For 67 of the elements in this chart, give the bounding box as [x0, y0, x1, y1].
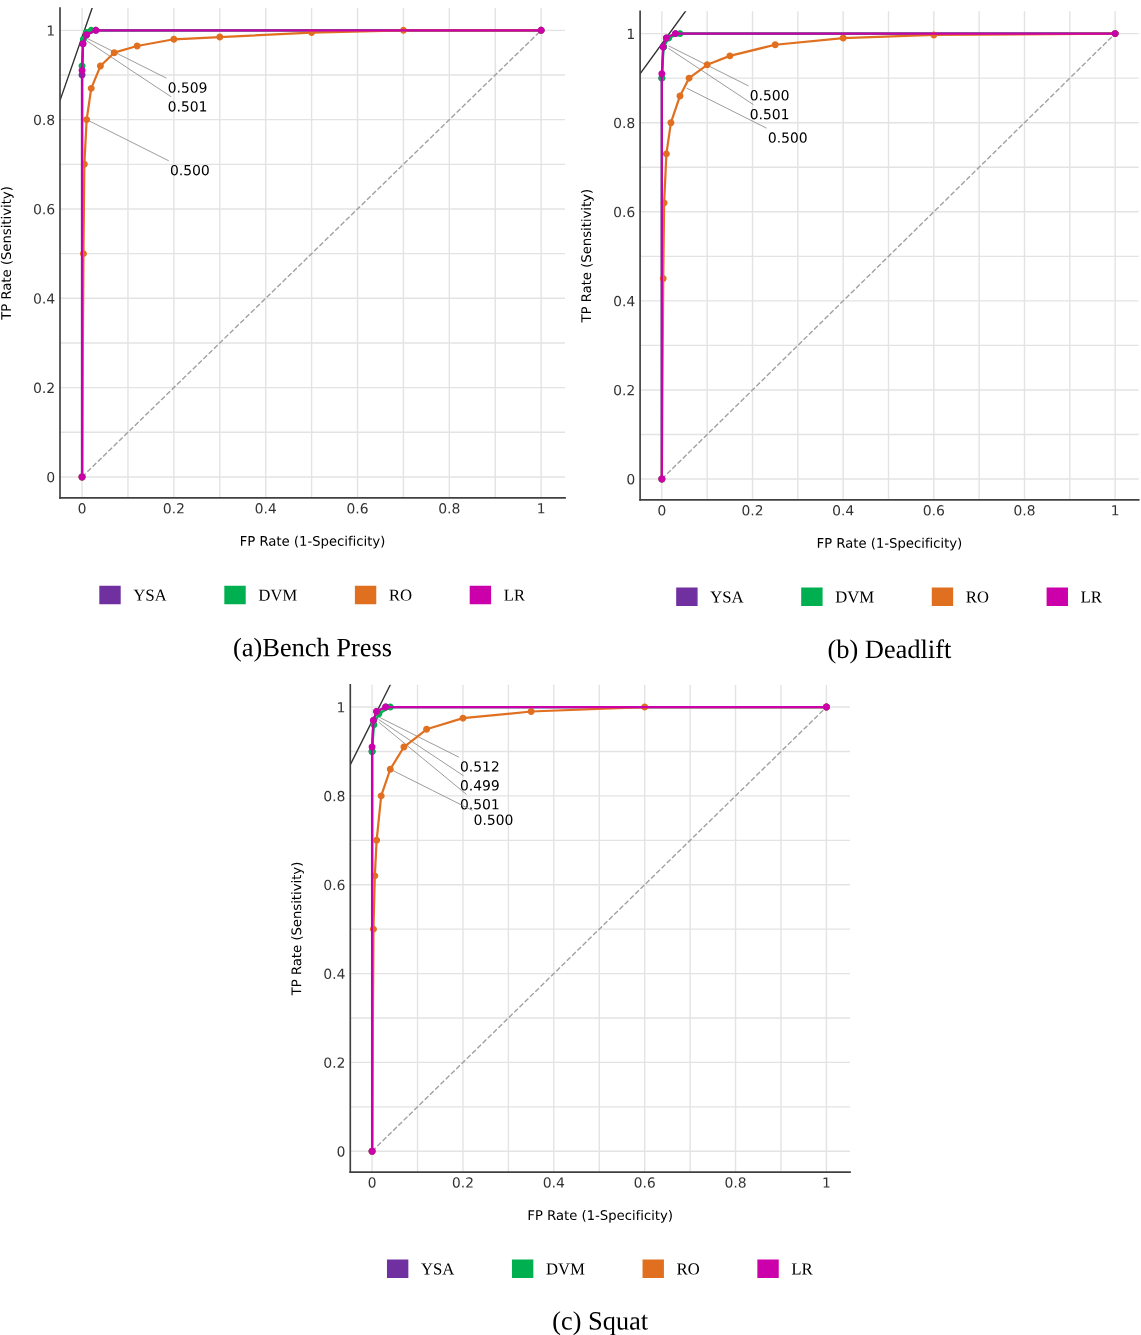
y-tick-label: 0	[337, 1146, 345, 1157]
legend-label: RO	[677, 1263, 700, 1275]
y-tick-label: 0.6	[614, 206, 635, 218]
legend-label: DVM	[546, 1263, 585, 1275]
x-tick-label: 0.6	[347, 503, 368, 514]
y-tick-label: 0.4	[614, 295, 635, 307]
x-tick-label: 0	[368, 1177, 376, 1188]
y-tick-label: 0.2	[324, 1057, 345, 1068]
y-tick-label: 0.2	[614, 384, 634, 396]
y-tick-label: 0.6	[324, 879, 345, 891]
x-tick-label: 0.6	[634, 1177, 655, 1188]
text: (b) Deadlift	[828, 639, 952, 664]
annotation: 0.501	[750, 108, 789, 120]
annotation: 0.501	[168, 101, 207, 112]
y-tick-label: 0.8	[324, 790, 345, 802]
legend-label: RO	[389, 589, 412, 601]
legend-label: RO	[966, 591, 989, 603]
x-tick-label: 1	[823, 1177, 830, 1188]
x-tick-label: 0.4	[543, 1177, 565, 1188]
y-tick-label: 0.8	[614, 117, 635, 129]
x-tick-label: 0.4	[833, 505, 854, 516]
text: (a)Bench Press	[234, 637, 392, 662]
x-tick-label: 0.8	[725, 1177, 746, 1188]
x-tick-label: 0	[78, 503, 86, 514]
y-tick-label: 0.4	[324, 968, 345, 980]
x-axis-title: FP Rate (1-Specificity)	[817, 537, 962, 551]
y-tick-label: 0.4	[33, 293, 55, 304]
y-tick-label: 1	[338, 702, 345, 713]
annotation: 0.500	[170, 164, 209, 176]
legend-label: LR	[1081, 591, 1102, 603]
legend-label: YSA	[133, 589, 167, 601]
x-tick-label: 1	[1112, 505, 1119, 516]
x-tick-label: 0.8	[1014, 505, 1035, 516]
annotation: 0.500	[474, 814, 513, 825]
legend-label: YSA	[421, 1263, 455, 1275]
annotation: 0.509	[168, 82, 207, 93]
annotation: 0.500	[750, 90, 789, 101]
annotation: 0.499	[460, 780, 499, 791]
y-tick-label: 1	[47, 25, 54, 36]
y-tick-label: 0.6	[33, 203, 55, 215]
y-tick-label: 0	[627, 473, 635, 485]
legend-label: YSA	[710, 591, 744, 603]
y-tick-label: 0	[47, 471, 55, 483]
y-tick-label: 0.8	[33, 114, 55, 126]
legend-label: LR	[791, 1263, 813, 1275]
x-tick-label: 0.6	[923, 505, 944, 516]
annotation: 0.500	[768, 132, 807, 143]
x-axis-title: FP Rate (1-Specificity)	[528, 1209, 672, 1223]
x-axis-title: FP Rate (1-Specificity)	[241, 535, 385, 549]
legend-label: DVM	[835, 591, 874, 603]
y-axis-title: TP Rate (Sensitivity)	[0, 187, 14, 320]
x-tick-label: 0	[658, 505, 666, 516]
legend-label: DVM	[258, 589, 297, 601]
x-tick-label: 0.8	[439, 503, 460, 514]
annotation: 0.501	[460, 798, 499, 810]
x-tick-label: 0.2	[452, 1177, 473, 1188]
x-tick-label: 0.4	[255, 503, 276, 514]
y-tick-label: 1	[627, 28, 634, 39]
y-axis-title: TP Rate (Sensitivity)	[580, 189, 594, 323]
x-tick-label: 1	[538, 503, 545, 514]
x-tick-label: 0.2	[163, 503, 184, 514]
x-tick-label: 0.2	[742, 505, 763, 516]
y-axis-title: TP Rate (Sensitivity)	[291, 862, 304, 996]
legend-label: LR	[504, 589, 525, 601]
annotation: 0.512	[460, 761, 499, 772]
text: (c) Squat	[553, 1311, 649, 1335]
y-tick-label: 0.2	[33, 382, 54, 394]
